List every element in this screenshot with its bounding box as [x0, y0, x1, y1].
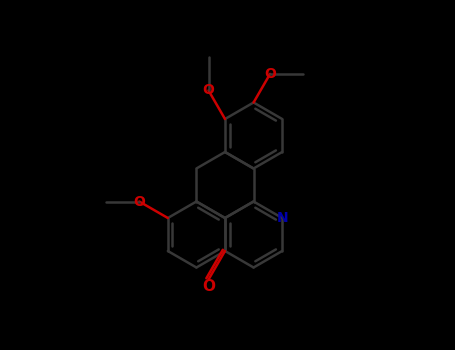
Text: N: N [276, 211, 288, 225]
Text: O: O [202, 83, 214, 97]
Text: O: O [133, 195, 145, 209]
Text: O: O [202, 279, 215, 294]
Text: O: O [264, 67, 276, 81]
